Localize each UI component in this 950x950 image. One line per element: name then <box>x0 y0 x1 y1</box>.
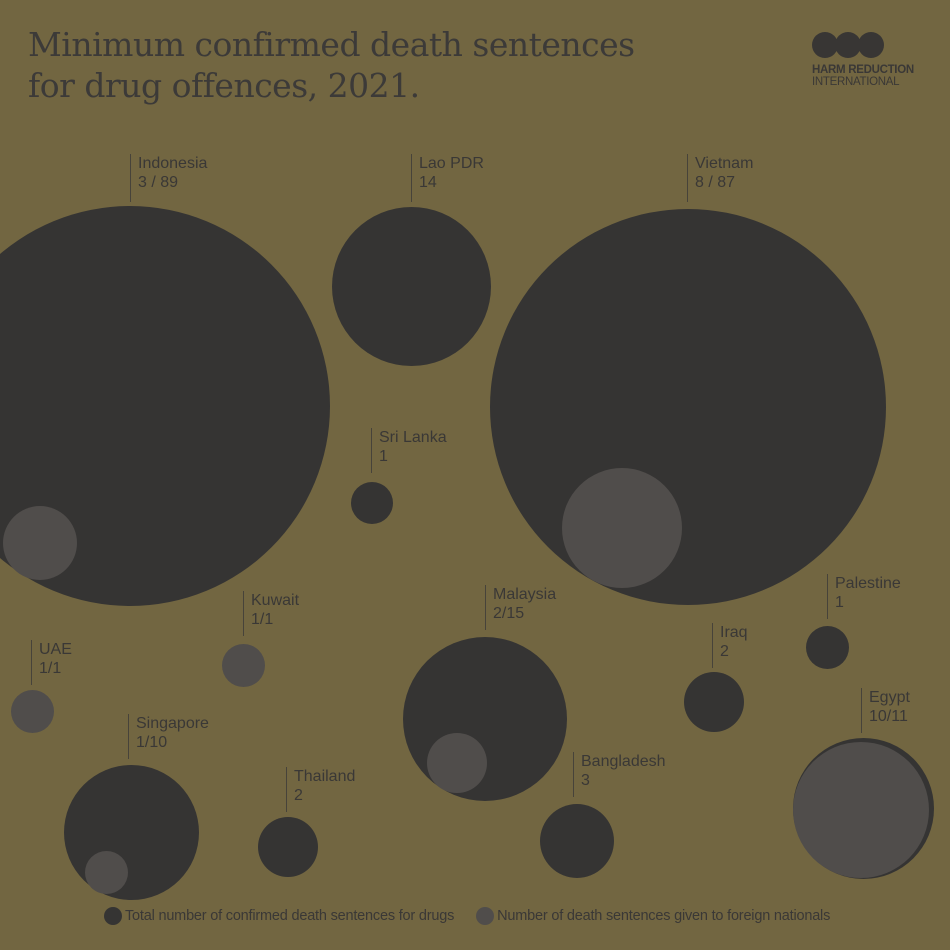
label-indonesia: Indonesia 3 / 89 <box>130 154 207 202</box>
label-uae: UAE 1/1 <box>31 640 72 685</box>
bubble-singapore-total <box>64 765 199 900</box>
title-line-1: Minimum confirmed death sentences <box>28 25 635 64</box>
chart-legend: Total number of confirmed death sentence… <box>104 907 852 925</box>
label-thailand: Thailand 2 <box>286 767 355 812</box>
bubble-malaysia-total <box>403 637 567 801</box>
bubble-singapore-foreign <box>85 851 128 894</box>
legend-item-total: Total number of confirmed death sentence… <box>104 907 454 925</box>
bubble-malaysia-foreign <box>427 733 487 793</box>
logo-circles-icon <box>812 32 892 60</box>
label-kuwait: Kuwait 1/1 <box>243 591 299 636</box>
label-srilanka: Sri Lanka 1 <box>371 428 447 473</box>
bubble-palestine-total <box>806 626 849 669</box>
bubble-srilanka-total <box>351 482 393 524</box>
label-iraq: Iraq 2 <box>712 623 748 668</box>
label-palestine: Palestine 1 <box>827 574 901 619</box>
label-singapore: Singapore 1/10 <box>128 714 209 759</box>
bubble-kuwait-foreign <box>222 644 265 687</box>
logo-line-1: HARM REDUCTION <box>812 64 914 76</box>
bubble-indonesia-foreign <box>3 506 77 580</box>
bubble-uae-foreign <box>11 690 54 733</box>
title-line-2: for drug offences, 2021. <box>28 66 420 105</box>
label-egypt: Egypt 10/11 <box>861 688 910 733</box>
bubble-lao-total <box>332 207 491 366</box>
legend-foreign-dot-icon <box>476 907 495 925</box>
label-malaysia: Malaysia 2/15 <box>485 585 556 630</box>
label-bangladesh: Bangladesh 3 <box>573 752 666 797</box>
bubble-bangladesh-total <box>540 804 614 878</box>
chart-title: Minimum confirmed death sentences for dr… <box>28 24 748 106</box>
bubble-vietnam-foreign <box>562 468 682 588</box>
bubble-iraq-total <box>684 672 744 732</box>
bubble-thailand-total <box>258 817 318 877</box>
bubble-egypt-foreign <box>793 742 929 878</box>
label-lao: Lao PDR 14 <box>411 154 484 202</box>
legend-item-foreign: Number of death sentences given to forei… <box>476 907 830 925</box>
hri-logo: HARM REDUCTION INTERNATIONAL <box>812 32 942 88</box>
bubble-vietnam-total <box>490 209 886 605</box>
label-vietnam: Vietnam 8 / 87 <box>687 154 753 202</box>
legend-total-dot-icon <box>104 907 122 925</box>
logo-line-2: INTERNATIONAL <box>812 76 900 88</box>
